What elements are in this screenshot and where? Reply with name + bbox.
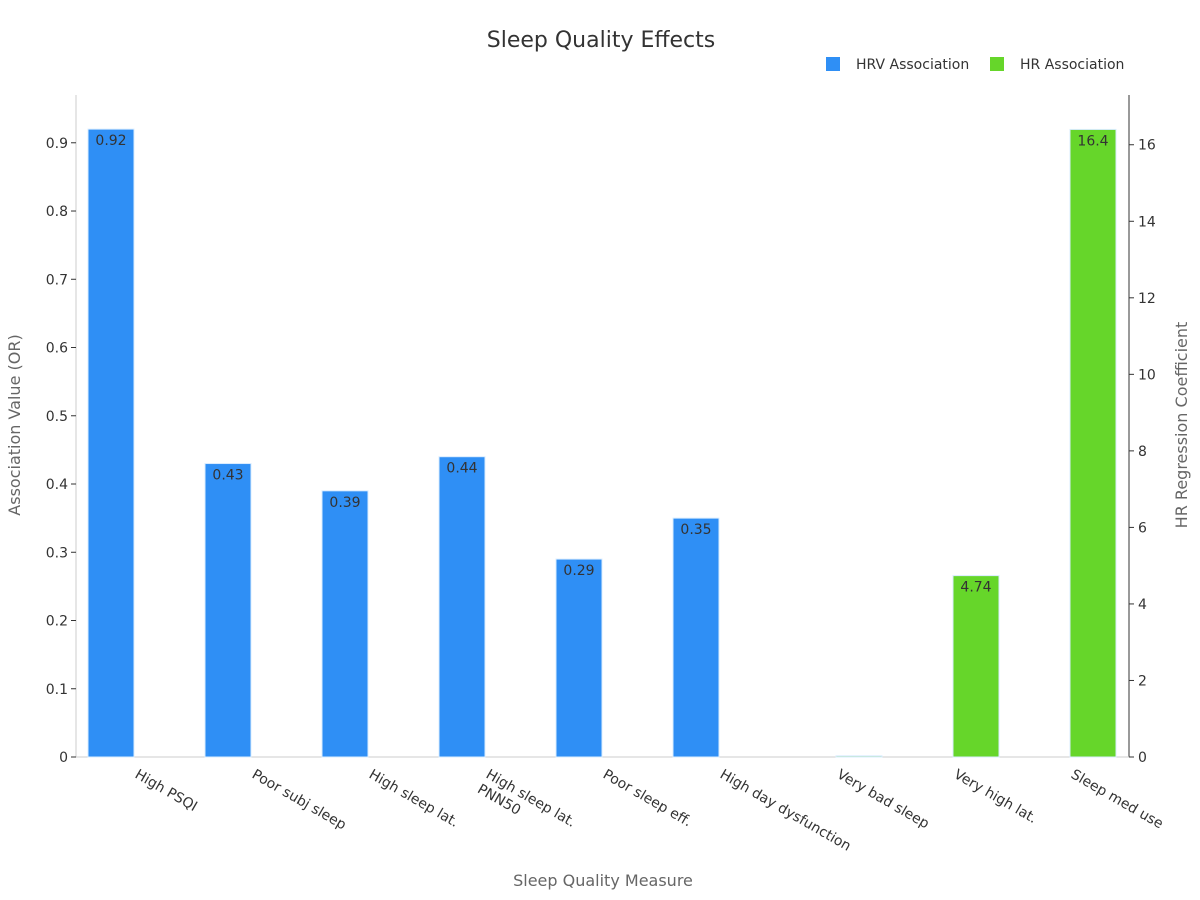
bars: 0.92 0.43 0.39 0.44 0.29 0.35 4.74 16.4 [87, 128, 1117, 758]
data-label: 0.29 [563, 563, 594, 579]
category-labels: High PSQI Poor subj sleep High sleep lat. H… [132, 767, 1166, 855]
data-label: 0.43 [212, 468, 243, 484]
y-tick-label: 0 [59, 750, 68, 766]
legend-swatch [990, 57, 1004, 71]
bar [87, 128, 135, 758]
y2-tick-label: 2 [1138, 673, 1147, 689]
bar [438, 456, 486, 758]
x-axis-label: Sleep Quality Measure [513, 871, 693, 890]
left-y-ticks: 0 0.1 0.2 0.3 0.4 0.5 0.6 0.7 0.8 0.9 [46, 136, 76, 766]
y-tick-label: 0.1 [46, 682, 68, 698]
y-tick-label: 0.3 [46, 545, 68, 561]
x-tick-label: Poor sleep eff. [600, 767, 694, 831]
data-label: 4.74 [960, 580, 991, 596]
x-tick-label: Poor subj sleep [249, 767, 349, 834]
bar [321, 490, 369, 758]
data-label: 0.39 [329, 495, 360, 511]
data-label: 0.92 [95, 133, 126, 149]
y-tick-label: 0.9 [46, 136, 68, 152]
y2-tick-label: 14 [1138, 214, 1156, 230]
data-label: 16.4 [1077, 133, 1108, 149]
right-y-ticks: 0 2 4 6 8 10 12 14 16 [1129, 138, 1156, 766]
y2-tick-label: 16 [1138, 138, 1156, 154]
y2-tick-label: 4 [1138, 597, 1147, 613]
x-tick-label: High sleep lat.PNN50 [475, 767, 579, 846]
x-tick-label: Sleep med use [1068, 767, 1166, 833]
y-tick-label: 0.2 [46, 614, 68, 630]
x-tick-label: High PSQI [132, 767, 200, 815]
bar [555, 558, 603, 758]
bar [672, 517, 720, 758]
y2-tick-label: 6 [1138, 520, 1147, 536]
y-tick-label: 0.8 [46, 204, 68, 220]
data-label: 0.35 [680, 522, 711, 538]
data-label: 0.44 [446, 461, 477, 477]
bar [1069, 128, 1117, 758]
chart-title: Sleep Quality Effects [487, 28, 716, 53]
x-tick-label: Very high lat. [951, 767, 1040, 827]
y2-axis-label: HR Regression Coefficient [1172, 322, 1191, 529]
x-tick-label: Very bad sleep [834, 767, 932, 833]
y-tick-label: 0.7 [46, 272, 68, 288]
bar [204, 463, 252, 758]
y-tick-label: 0.5 [46, 409, 68, 425]
legend-label: HRV Association [856, 57, 969, 73]
x-tick-label: High sleep lat. [366, 767, 461, 831]
y-axis-label: Association Value (OR) [5, 334, 24, 515]
y2-tick-label: 0 [1138, 750, 1147, 766]
bar [952, 575, 1000, 758]
y2-tick-label: 10 [1138, 367, 1156, 383]
y2-tick-label: 12 [1138, 291, 1156, 307]
legend: HRV Association HR Association [826, 57, 1124, 73]
legend-label: HR Association [1020, 57, 1124, 73]
x-tick-label: High day dysfunction [717, 767, 854, 855]
legend-swatch [826, 57, 840, 71]
y-tick-label: 0.6 [46, 341, 68, 357]
bar [835, 755, 883, 758]
y2-tick-label: 8 [1138, 444, 1147, 460]
y-tick-label: 0.4 [46, 477, 68, 493]
